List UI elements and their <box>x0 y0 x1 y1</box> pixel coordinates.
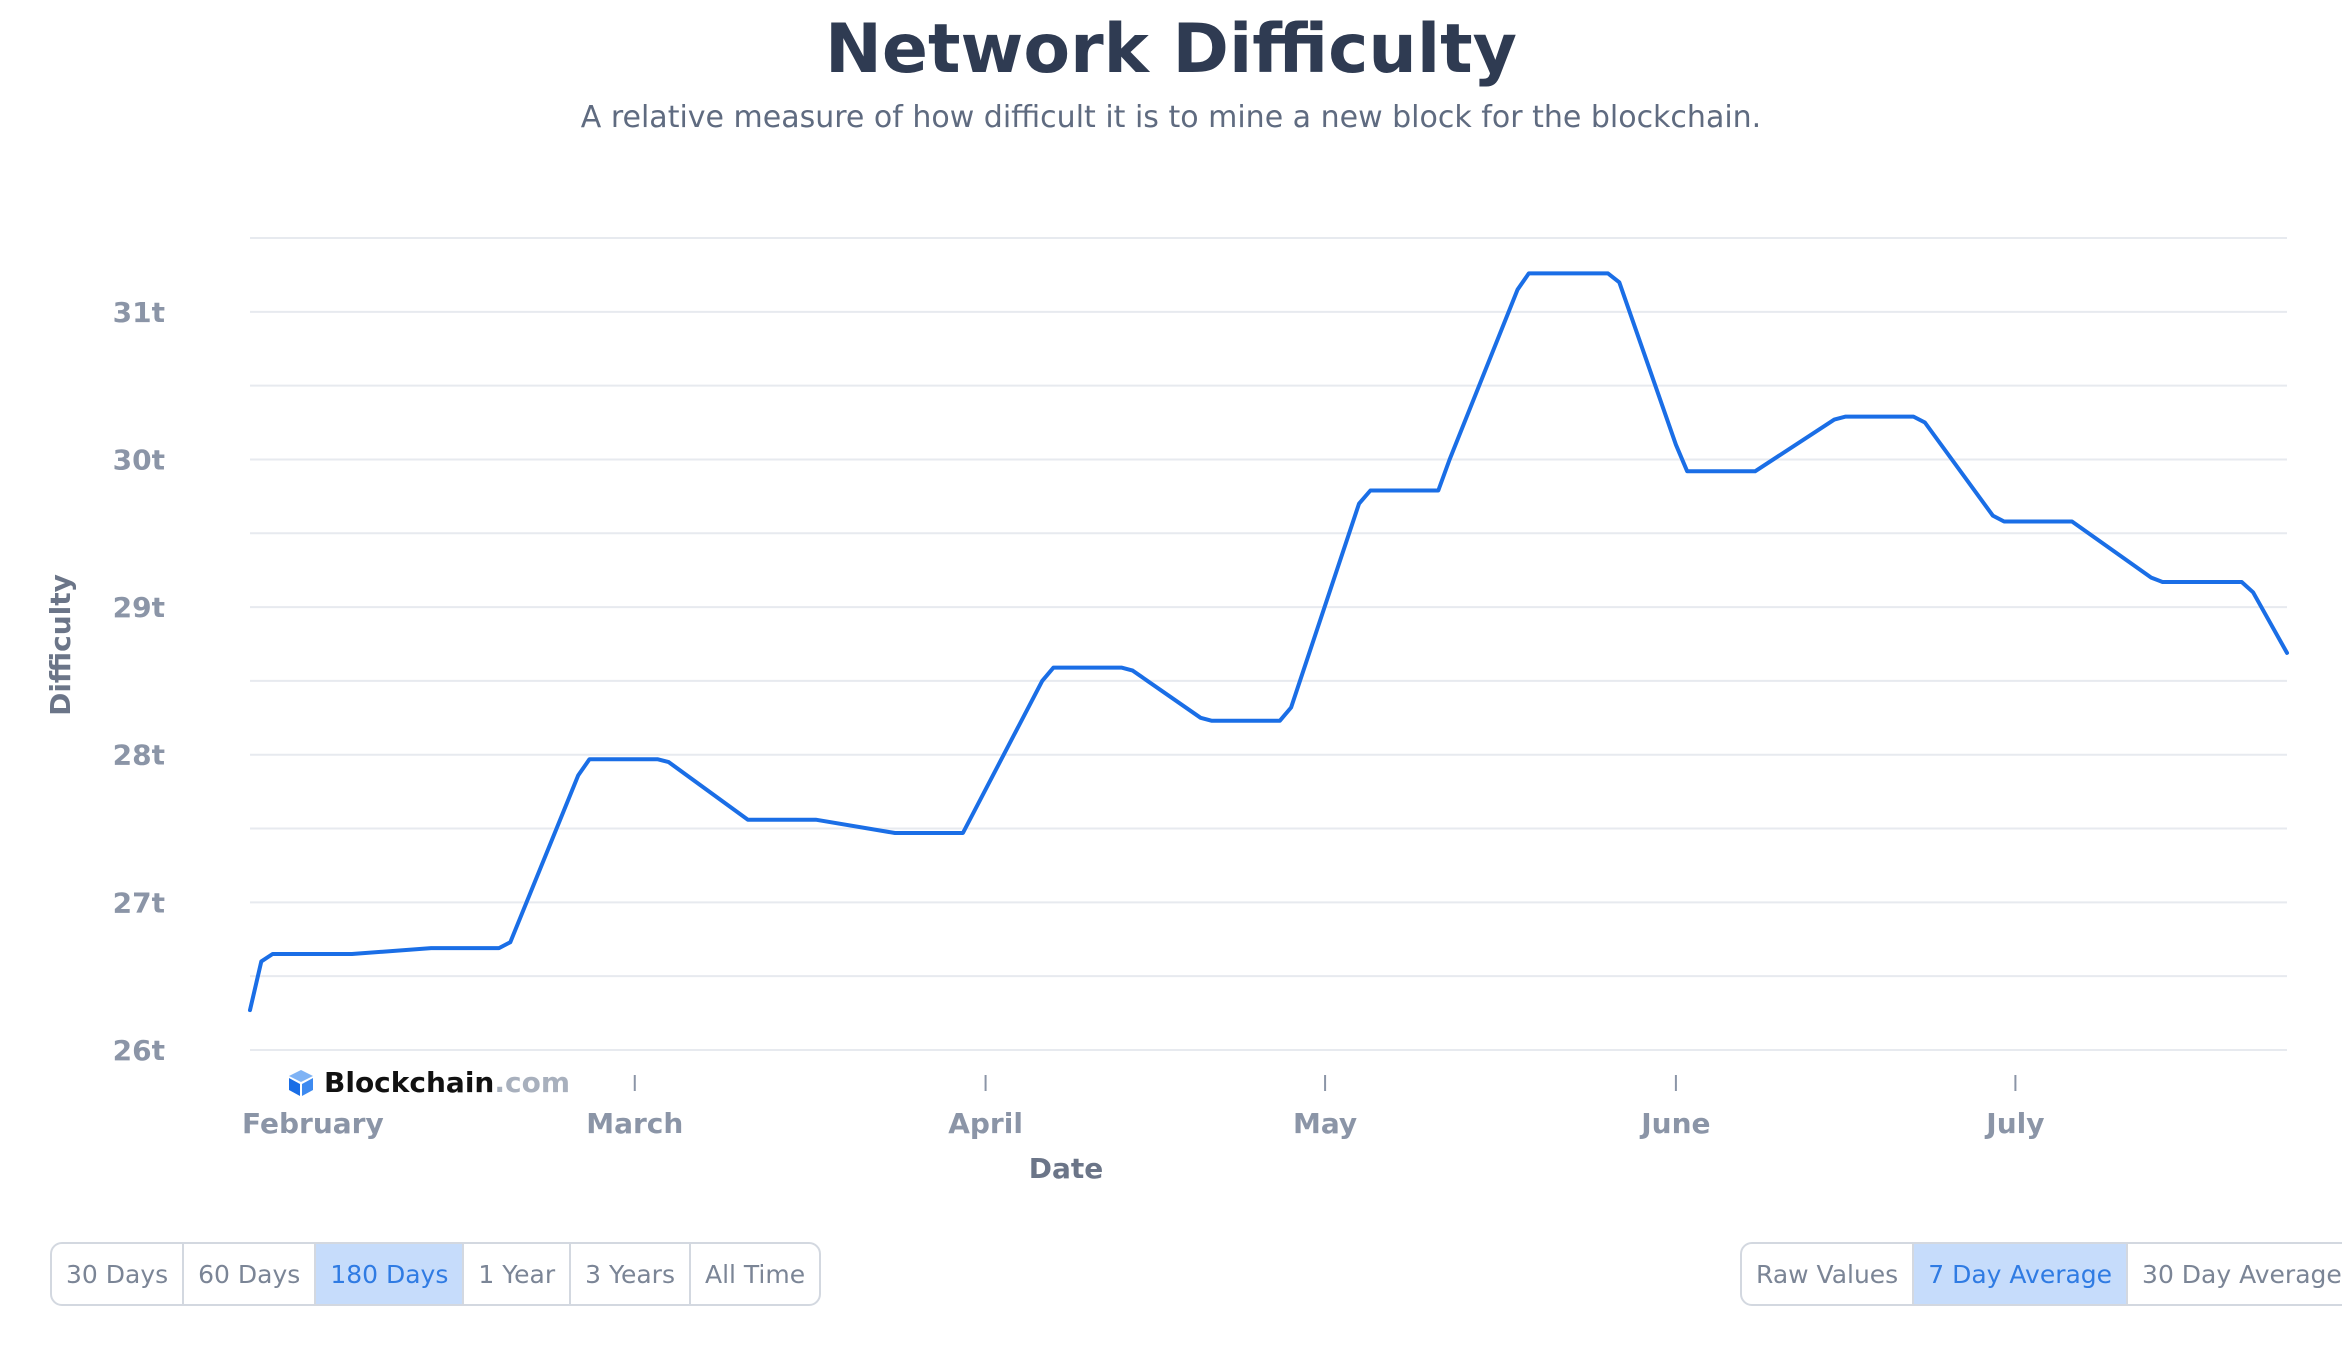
blockchain-logo: Blockchain .com <box>286 1066 570 1099</box>
averaging-selector: Raw Values 7 Day Average 30 Day Average <box>1740 1242 2342 1306</box>
seven-day-average-button[interactable]: 7 Day Average <box>1914 1244 2129 1304</box>
blockchain-cube-icon <box>289 1069 313 1096</box>
x-axis-ticks: February March April May June July <box>242 1075 2045 1140</box>
x-tick-label: April <box>948 1107 1023 1140</box>
chart-grid <box>250 237 2287 1051</box>
range-60-days-button[interactable]: 60 Days <box>184 1244 317 1304</box>
y-tick-label: 27t <box>113 886 165 919</box>
y-tick-label: 30t <box>113 443 165 476</box>
brand-name: Blockchain <box>324 1066 495 1099</box>
page-title: Network Difficulty <box>825 10 1517 89</box>
x-tick-label: July <box>1984 1107 2044 1140</box>
x-tick-label: February <box>242 1107 384 1140</box>
x-axis-title: Date <box>1029 1152 1104 1185</box>
difficulty-series-line <box>248 271 2289 1013</box>
range-3-years-button[interactable]: 3 Years <box>571 1244 691 1304</box>
x-tick-label: March <box>586 1107 683 1140</box>
y-axis-title: Difficulty <box>44 574 77 716</box>
raw-values-button[interactable]: Raw Values <box>1742 1244 1915 1304</box>
y-tick-label: 28t <box>113 739 165 772</box>
y-tick-label: 29t <box>113 591 165 624</box>
x-tick-label: May <box>1293 1107 1357 1140</box>
y-axis-ticks: 26t 27t 28t 29t 30t 31t <box>113 296 165 1067</box>
x-tick-label: June <box>1639 1107 1710 1140</box>
range-30-days-button[interactable]: 30 Days <box>52 1244 185 1304</box>
page-subtitle: A relative measure of how difficult it i… <box>580 100 1762 135</box>
thirty-day-average-button[interactable]: 30 Day Average <box>2142 1259 2342 1289</box>
y-tick-label: 26t <box>113 1034 165 1067</box>
range-1-year-button[interactable]: 1 Year <box>464 1244 572 1304</box>
y-tick-label: 31t <box>113 296 165 329</box>
brand-suffix: .com <box>494 1066 571 1099</box>
time-range-selector: 30 Days 60 Days 180 Days 1 Year 3 Years … <box>50 1242 822 1306</box>
range-180-days-button[interactable]: 180 Days <box>316 1244 465 1304</box>
range-all-time-button[interactable]: All Time <box>704 1259 806 1289</box>
